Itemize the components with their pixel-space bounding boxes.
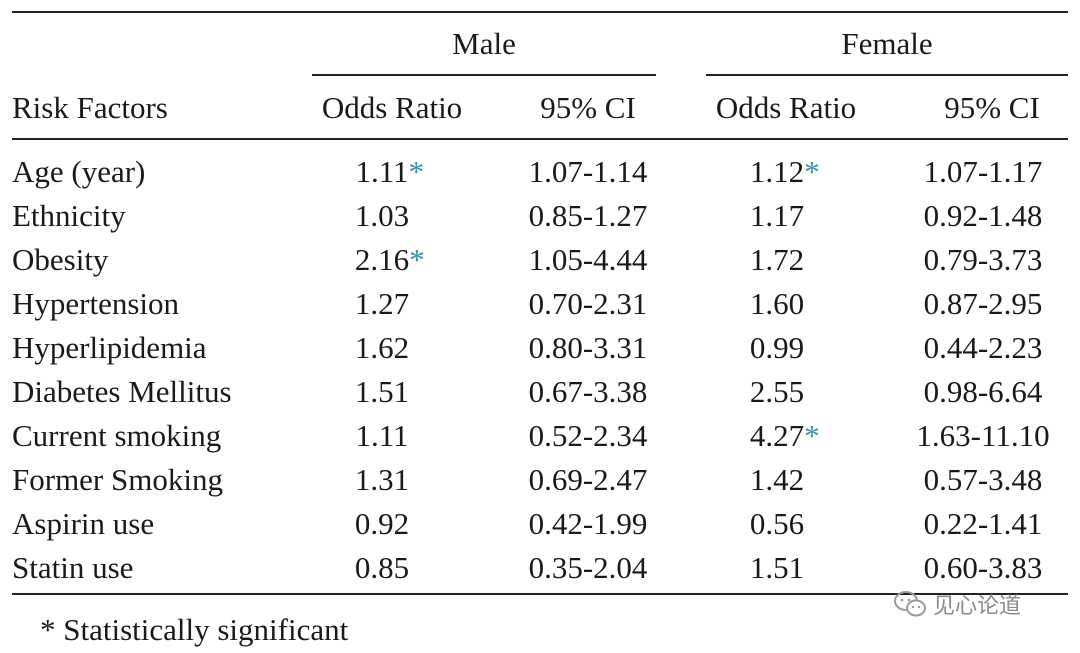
risk-factor-cell: Former Smoking [12, 462, 223, 497]
male-ci-cell: 1.07-1.14 [528, 154, 648, 189]
odds-ratio-value: 1.72 [749, 242, 805, 277]
odds-ratio-value: 1.51 [354, 374, 410, 409]
female-group-rule [706, 74, 1068, 76]
odds-ratio-value: 2.16 [354, 242, 410, 277]
female-ci-cell: 0.79-3.73 [923, 242, 1043, 277]
male-odds-ratio-header: Odds Ratio [321, 90, 463, 125]
odds-ratio-value: 1.51 [749, 550, 805, 585]
risk-factors-header: Risk Factors [12, 90, 168, 125]
risk-factor-cell: Hyperlipidemia [12, 330, 207, 365]
risk-factor-cell: Hypertension [12, 286, 180, 321]
female-ci-cell: 1.07-1.17 [923, 154, 1043, 189]
female-ci-cell: 0.44-2.23 [923, 330, 1043, 365]
male-ci-cell: 0.67-3.38 [528, 374, 648, 409]
risk-factor-cell: Ethnicity [12, 198, 126, 233]
risk-factor-cell: Obesity [12, 242, 109, 277]
male-ci-cell: 0.70-2.31 [528, 286, 648, 321]
female-or-cell: 0.99 [750, 330, 804, 366]
female-or-cell: 1.72 [750, 242, 804, 278]
male-or-cell: 1.27 [355, 286, 409, 322]
odds-ratio-value: 1.62 [354, 330, 410, 365]
odds-ratio-value: 1.11 [355, 154, 409, 189]
female-or-cell: 1.42 [750, 462, 804, 498]
footnote: * Statistically significant [40, 612, 349, 647]
risk-factor-cell: Current smoking [12, 418, 222, 453]
female-or-cell: 1.12 * [749, 154, 820, 190]
male-or-cell: 1.51 [355, 374, 409, 410]
female-or-cell: 0.56 [750, 506, 804, 542]
female-or-cell: 4.27 * [749, 418, 820, 454]
odds-ratio-value: 1.11 [355, 418, 409, 453]
male-or-cell: 0.85 [355, 550, 409, 586]
male-or-cell: 1.11 [355, 418, 408, 454]
female-or-cell: 1.17 [750, 198, 804, 234]
significance-marker: * [804, 418, 820, 453]
female-ci-cell: 0.87-2.95 [923, 286, 1043, 321]
female-or-cell: 1.60 [750, 286, 804, 322]
risk-factor-cell: Diabetes Mellitus [12, 374, 232, 409]
female-or-cell: 2.55 [750, 374, 804, 410]
odds-ratio-value: 1.42 [749, 462, 805, 497]
female-ci-cell: 0.98-6.64 [923, 374, 1043, 409]
odds-ratio-value: 2.55 [749, 374, 805, 409]
odds-ratio-value: 0.85 [354, 550, 410, 585]
male-ci-cell: 0.85-1.27 [528, 198, 648, 233]
male-group-rule [312, 74, 656, 76]
risk-factor-cell: Aspirin use [12, 506, 155, 541]
watermark: 见心论道 [893, 588, 1021, 620]
female-ci-cell: 0.92-1.48 [923, 198, 1043, 233]
female-ci-cell: 0.57-3.48 [923, 462, 1043, 497]
female-ci-cell: 0.60-3.83 [923, 550, 1043, 585]
male-ci-cell: 0.69-2.47 [528, 462, 648, 497]
odds-ratio-value: 1.17 [749, 198, 805, 233]
risk-factor-cell: Age (year) [12, 154, 146, 189]
odds-ratio-value: 0.92 [354, 506, 410, 541]
male-ci-cell: 0.42-1.99 [528, 506, 648, 541]
wechat-icon [894, 591, 926, 617]
significance-marker: * [408, 154, 425, 189]
male-ci-cell: 0.35-2.04 [528, 550, 648, 585]
female-group-header: Female [841, 26, 933, 61]
male-or-cell: 1.11 * [355, 154, 424, 190]
bottom-rule [12, 593, 1068, 595]
odds-ratio-value: 0.56 [749, 506, 805, 541]
male-group-header: Male [452, 26, 516, 61]
female-ci-cell: 0.22-1.41 [923, 506, 1043, 541]
odds-ratio-value: 1.60 [749, 286, 805, 321]
female-odds-ratio-header: Odds Ratio [715, 90, 857, 125]
male-ci-cell: 0.52-2.34 [528, 418, 648, 453]
odds-ratio-value: 1.27 [354, 286, 410, 321]
odds-ratio-value: 1.31 [354, 462, 410, 497]
male-or-cell: 0.92 [355, 506, 409, 542]
significance-marker: * [409, 242, 425, 277]
male-or-cell: 1.62 [355, 330, 409, 366]
header-rule [12, 138, 1068, 140]
male-or-cell: 1.31 [355, 462, 409, 498]
risk-factor-cell: Statin use [12, 550, 134, 585]
male-ci-header: 95% CI [540, 90, 636, 125]
male-ci-cell: 1.05-4.44 [528, 242, 648, 277]
male-ci-cell: 0.80-3.31 [528, 330, 648, 365]
odds-ratio-value: 0.99 [749, 330, 805, 365]
odds-ratio-value: 1.03 [354, 198, 410, 233]
odds-ratio-value: 4.27 [749, 418, 805, 453]
female-ci-cell: 1.63-11.10 [916, 418, 1050, 453]
female-or-cell: 1.51 [750, 550, 804, 586]
odds-ratio-value: 1.12 [749, 154, 805, 189]
watermark-text: 见心论道 [933, 594, 1022, 619]
male-or-cell: 1.03 [355, 198, 409, 234]
male-or-cell: 2.16 * [354, 242, 425, 278]
top-rule [12, 11, 1068, 13]
female-ci-header: 95% CI [944, 90, 1040, 125]
significance-marker: * [804, 154, 820, 189]
